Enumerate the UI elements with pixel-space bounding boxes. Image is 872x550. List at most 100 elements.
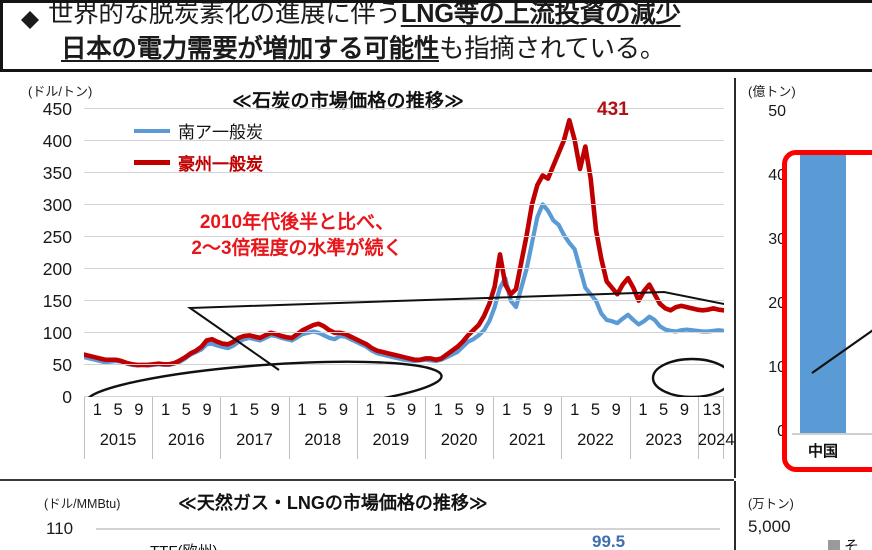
x-axis-month-label: 5 bbox=[318, 401, 328, 419]
x-axis-month-label: 5 bbox=[454, 401, 464, 419]
x-axis-month-label: 5 bbox=[522, 401, 532, 419]
x-axis-month-label-last: 13 bbox=[702, 401, 722, 419]
header-line2-suffix: も指摘されている。 bbox=[439, 35, 666, 63]
header-text-block: 世界的な脱炭素化の進展に伴うLNG等の上流投資の減少 日本の電力需要が増加する可… bbox=[21, 0, 872, 67]
x-axis-month-label: 1 bbox=[160, 401, 171, 419]
rpanel-ytick-0: 0 bbox=[777, 423, 786, 440]
rpanel-ytick-10: 10 bbox=[768, 359, 786, 376]
x-axis-year-label: 2019 bbox=[372, 431, 410, 449]
header-line-2: 日本の電力需要が増加する可能性も指摘されている。 bbox=[21, 32, 872, 67]
x-axis-year-label: 2020 bbox=[440, 431, 478, 449]
x-axis-month-label: 9 bbox=[679, 401, 690, 419]
x-axis-month-label: 5 bbox=[386, 401, 396, 419]
coal-annotation-line-1: 2010年代後半と比べ、 bbox=[199, 212, 395, 233]
x-axis-month-label: 9 bbox=[611, 401, 621, 419]
x-axis-year-label: 2015 bbox=[99, 431, 137, 449]
coal-ytick-350: 350 bbox=[42, 163, 72, 183]
coal-peak-value-label: 431 bbox=[597, 99, 629, 120]
gas-ytick-110: 110 bbox=[46, 519, 74, 538]
rpanel-ytick-50: 50 bbox=[768, 103, 786, 120]
x-axis-month-label: 9 bbox=[543, 401, 553, 419]
x-axis-month-label: 5 bbox=[249, 401, 260, 419]
coal-annotation-text: 2010年代後半と比べ、 2～3倍程度の水準が続く bbox=[152, 210, 442, 262]
x-axis-year-label: 2016 bbox=[167, 431, 205, 449]
x-axis-year-label: 2017 bbox=[236, 431, 273, 449]
coal-ytick-200: 200 bbox=[42, 259, 72, 279]
x-axis-year-separator bbox=[425, 397, 426, 459]
coal-price-chart: (ドル/トン) ≪石炭の市場価格の推移≫ 450 400 350 300 250… bbox=[0, 76, 735, 480]
coal-annotation-line-2: 2～3倍程度の水準が続く bbox=[191, 238, 403, 259]
bar-china[interactable] bbox=[800, 151, 846, 433]
panel-divider-vertical bbox=[734, 78, 736, 478]
coal-x-axis: 1 5 9 1 5 9 1 5 9 1 5 9 1 5 9 1 5 9 1 5 9 1 5 9 1 5 9 13 2015 2016 20… bbox=[84, 397, 735, 475]
bottom-right-legend-label: そ bbox=[844, 538, 860, 550]
coal-ytick-50: 50 bbox=[52, 355, 72, 375]
gas-unit-label: (ドル/MMBtu) bbox=[44, 497, 121, 511]
coal-legend-label-2: 豪州一般炭 bbox=[178, 155, 263, 174]
coal-ytick-300: 300 bbox=[42, 195, 72, 215]
panel-divider-vertical-bottom bbox=[734, 481, 736, 550]
x-axis-month-label: 9 bbox=[338, 401, 349, 419]
x-axis-month-label: 1 bbox=[638, 401, 648, 419]
panel-divider-horizontal bbox=[0, 479, 734, 481]
x-axis-year-separator bbox=[629, 397, 631, 459]
bottom-right-legend-item[interactable]: そ bbox=[828, 535, 859, 550]
x-axis-month-label: 5 bbox=[590, 401, 601, 419]
x-axis-month-label: 9 bbox=[134, 401, 144, 419]
x-axis-year-label: 2018 bbox=[304, 431, 342, 449]
x-axis-year-label: 2024 bbox=[697, 431, 735, 449]
header-line1-emphasis: LNG等の上流投資の減少 bbox=[400, 0, 681, 28]
legend-square-gray-icon bbox=[828, 539, 840, 550]
x-axis-month-label: 1 bbox=[365, 401, 375, 419]
highlight-box-china bbox=[782, 150, 872, 472]
gas-value-label: 99.5 bbox=[592, 532, 626, 550]
gas-price-chart-partial: (ドル/MMBtu) ≪天然ガス・LNGの市場価格の推移≫ 110 99.5 T… bbox=[0, 481, 872, 550]
x-axis-year-separator bbox=[561, 397, 563, 459]
header-banner: 世界的な脱炭素化の進展に伴うLNG等の上流投資の減少 日本の電力需要が増加する可… bbox=[0, 0, 872, 72]
x-axis-month-label: 1 bbox=[570, 401, 580, 419]
coal-ytick-0: 0 bbox=[62, 387, 72, 407]
diamond-bullet-icon bbox=[21, 11, 39, 29]
coal-chart-title: ≪石炭の市場価格の推移≫ bbox=[232, 91, 465, 112]
x-axis-month-label: 1 bbox=[297, 401, 307, 419]
x-axis-year-separator bbox=[152, 397, 154, 459]
x-axis-month-label: 9 bbox=[270, 401, 280, 419]
x-axis-year-label: 2023 bbox=[645, 431, 683, 449]
header-line1-prefix: 世界的な脱炭素化の進展に伴う bbox=[48, 0, 401, 28]
rpanel-ytick-40: 40 bbox=[768, 167, 786, 184]
x-axis-year-label: 2022 bbox=[577, 431, 614, 449]
coal-unit-label: (ドル/トン) bbox=[28, 84, 93, 99]
x-axis-year-separator bbox=[493, 397, 495, 459]
x-axis-month-label: 5 bbox=[659, 401, 669, 419]
bottom-right-ytick-5000: 5,000 bbox=[748, 517, 791, 536]
coal-legend-item-australia[interactable]: 豪州一般炭 bbox=[134, 150, 263, 175]
coal-ytick-450: 450 bbox=[42, 99, 72, 119]
x-axis-month-label: 9 bbox=[475, 401, 485, 419]
coal-ytick-150: 150 bbox=[42, 291, 72, 311]
x-axis-year-separator bbox=[220, 397, 222, 459]
coal-legend-label-1: 南ア一般炭 bbox=[178, 123, 263, 142]
bar-label-china: 中国 bbox=[807, 443, 838, 460]
gas-chart-title: ≪天然ガス・LNGの市場価格の推移≫ bbox=[178, 493, 488, 513]
x-axis-year-label: 2021 bbox=[508, 431, 546, 449]
coal-legend-item-south-africa[interactable]: 南ア一般炭 bbox=[134, 118, 263, 143]
coal-ytick-400: 400 bbox=[42, 131, 72, 151]
x-axis-month-label: 5 bbox=[181, 401, 191, 419]
x-axis-month-label: 1 bbox=[92, 401, 102, 419]
x-axis-month-label: 9 bbox=[202, 401, 212, 419]
legend-swatch-red-icon bbox=[134, 160, 170, 165]
rpanel-ytick-20: 20 bbox=[768, 295, 786, 312]
x-axis-year-separator bbox=[356, 397, 358, 459]
coal-ytick-250: 250 bbox=[42, 227, 72, 247]
coal-ytick-100: 100 bbox=[42, 323, 72, 343]
x-axis-year-separator bbox=[84, 397, 85, 459]
x-axis-month-label: 1 bbox=[501, 401, 512, 419]
x-axis-month-label: 5 bbox=[113, 401, 123, 419]
gas-series-label-ttf: TTF(欧州) bbox=[150, 540, 217, 550]
gas-gridline-110 bbox=[96, 528, 720, 530]
x-axis-year-separator bbox=[697, 397, 699, 459]
header-line-1: 世界的な脱炭素化の進展に伴うLNG等の上流投資の減少 bbox=[21, 0, 872, 32]
coal-production-bar-chart: (億トン) 50 40 30 20 10 0 中国 bbox=[736, 76, 872, 480]
bottom-right-unit-label: (万トン) bbox=[748, 497, 794, 511]
